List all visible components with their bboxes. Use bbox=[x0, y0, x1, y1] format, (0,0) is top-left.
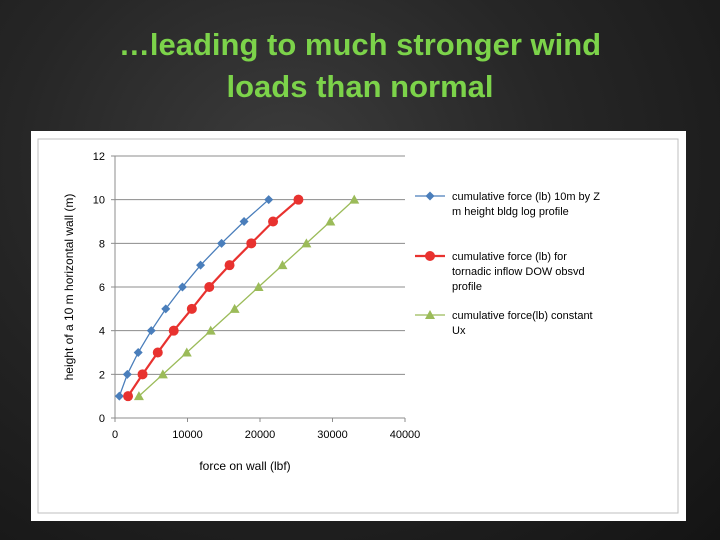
legend-entry-2: cumulative force (lb) for tornadic inflow… bbox=[415, 251, 585, 293]
series-line bbox=[118, 199, 270, 397]
y-tick-label: 8 bbox=[99, 238, 105, 250]
data-point bbox=[264, 195, 274, 205]
y-axis-label: height of a 10 m horizontal wall (m) bbox=[62, 194, 76, 381]
data-point bbox=[123, 391, 134, 402]
data-point bbox=[177, 282, 187, 292]
data-point bbox=[293, 194, 304, 205]
y-tick-label: 10 bbox=[93, 195, 105, 207]
y-tick-label: 0 bbox=[99, 413, 105, 425]
legend-marker bbox=[425, 310, 435, 319]
data-point bbox=[224, 260, 235, 271]
data-point bbox=[122, 369, 132, 379]
data-point bbox=[204, 282, 215, 292]
data-point bbox=[146, 326, 156, 336]
legend-marker bbox=[425, 191, 435, 201]
x-axis-label: force on wall (lbf) bbox=[199, 459, 290, 473]
data-point bbox=[133, 391, 144, 401]
legend-label: cumulative force(lb) constant Ux bbox=[452, 310, 593, 337]
x-tick-label: 40000 bbox=[390, 429, 421, 441]
data-point bbox=[157, 369, 168, 379]
axes: 0 2 4 6 8 10 12 0 10000 20000 30000 40000 bbox=[93, 151, 421, 441]
series-3 bbox=[133, 194, 360, 401]
x-tick-label: 20000 bbox=[245, 429, 276, 441]
series bbox=[114, 194, 360, 402]
series-line bbox=[127, 198, 300, 397]
data-point bbox=[168, 325, 179, 336]
series-1 bbox=[114, 195, 274, 401]
y-tick-label: 6 bbox=[99, 282, 105, 294]
data-point bbox=[253, 282, 264, 291]
x-tick-label: 30000 bbox=[317, 429, 348, 441]
data-point bbox=[268, 216, 279, 227]
data-point bbox=[217, 238, 227, 248]
series-2 bbox=[123, 194, 304, 402]
slide-title-line-1: …leading to much stronger wind bbox=[118, 27, 602, 62]
y-tick-label: 12 bbox=[93, 151, 105, 163]
slide-title: …leading to much stronger wind loads tha… bbox=[0, 24, 720, 108]
data-point bbox=[181, 347, 192, 357]
force-height-chart: 0 2 4 6 8 10 12 0 10000 20000 30000 40000 cumulativ… bbox=[37, 138, 679, 514]
data-point bbox=[239, 217, 249, 226]
data-point bbox=[205, 325, 216, 335]
legend-entry-3: cumulative force(lb) constant Ux bbox=[415, 310, 593, 337]
data-point bbox=[137, 369, 148, 380]
data-point bbox=[186, 303, 197, 314]
data-point bbox=[229, 303, 240, 313]
x-tick-label: 0 bbox=[112, 429, 118, 441]
y-tick-label: 2 bbox=[99, 369, 105, 381]
data-point bbox=[196, 260, 206, 270]
x-tick-label: 10000 bbox=[172, 429, 203, 441]
data-point bbox=[246, 238, 257, 249]
slide-title-line-2: loads than normal bbox=[226, 69, 494, 104]
data-point bbox=[133, 348, 143, 357]
data-point bbox=[277, 260, 288, 270]
y-tick-label: 4 bbox=[99, 326, 105, 338]
data-point bbox=[349, 194, 360, 204]
data-point bbox=[114, 391, 124, 401]
chart-container: 0 2 4 6 8 10 12 0 10000 20000 30000 40000 cumulativ… bbox=[31, 131, 686, 521]
data-point bbox=[301, 238, 312, 248]
data-point bbox=[325, 216, 336, 226]
data-point bbox=[152, 347, 163, 358]
legend-marker bbox=[425, 251, 435, 261]
series-line bbox=[138, 199, 355, 397]
data-point bbox=[161, 304, 171, 314]
legend-label: cumulative force (lb) for tornadic inflow… bbox=[452, 251, 585, 293]
chart-area-border bbox=[37, 138, 679, 514]
